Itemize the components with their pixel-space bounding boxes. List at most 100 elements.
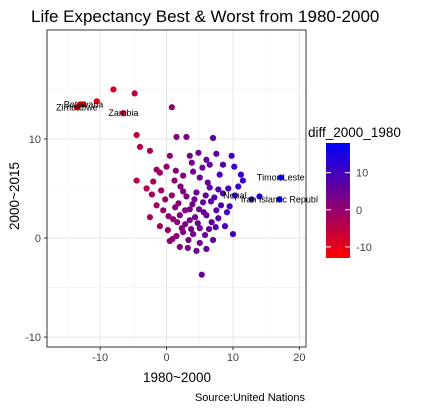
data-point bbox=[210, 237, 216, 243]
data-point bbox=[215, 186, 221, 192]
data-point bbox=[227, 203, 233, 209]
y-axis-title: 2000~2015 bbox=[7, 162, 22, 230]
data-point bbox=[165, 213, 171, 219]
data-point bbox=[197, 240, 203, 246]
data-point bbox=[110, 86, 116, 92]
data-point bbox=[188, 226, 194, 232]
data-point bbox=[235, 183, 241, 189]
x-tick-label: 0 bbox=[163, 352, 169, 364]
data-point bbox=[157, 170, 163, 176]
data-point bbox=[157, 223, 163, 229]
data-point bbox=[200, 199, 206, 205]
data-point bbox=[134, 132, 140, 138]
data-point bbox=[149, 191, 155, 197]
data-point bbox=[162, 196, 168, 202]
data-point bbox=[163, 164, 169, 170]
data-point bbox=[185, 245, 191, 251]
data-point bbox=[205, 179, 211, 185]
data-point bbox=[206, 226, 212, 232]
data-point bbox=[190, 169, 196, 175]
data-point bbox=[169, 236, 175, 242]
data-point bbox=[218, 202, 224, 208]
data-point bbox=[203, 192, 209, 198]
data-point bbox=[213, 151, 219, 157]
data-point bbox=[134, 177, 140, 183]
data-point bbox=[180, 173, 186, 179]
data-point bbox=[220, 162, 226, 168]
data-point bbox=[210, 135, 216, 141]
data-point bbox=[195, 150, 201, 156]
x-axis-ticks: -10 0 10 20 bbox=[92, 347, 305, 364]
data-point bbox=[179, 225, 185, 231]
data-point bbox=[172, 204, 178, 210]
data-point bbox=[167, 153, 173, 159]
data-point bbox=[183, 193, 189, 199]
data-point bbox=[187, 153, 193, 159]
legend-colorbar bbox=[326, 143, 350, 258]
data-point bbox=[192, 214, 198, 220]
data-point bbox=[173, 134, 179, 140]
data-point bbox=[199, 272, 205, 278]
data-point bbox=[238, 172, 244, 178]
data-point bbox=[177, 244, 183, 250]
data-point bbox=[137, 144, 143, 150]
data-point bbox=[144, 185, 150, 191]
data-point bbox=[183, 134, 189, 140]
point-label: Zimbabwe bbox=[56, 102, 98, 112]
legend: diff_2000_1980 10 0 -10 bbox=[308, 125, 401, 258]
data-point bbox=[173, 168, 179, 174]
data-point bbox=[203, 246, 209, 252]
data-point bbox=[147, 214, 153, 220]
legend-tick-label: 10 bbox=[356, 168, 368, 180]
point-label: Timor-Leste bbox=[257, 173, 305, 183]
legend-tick-label: -10 bbox=[356, 242, 372, 254]
data-point bbox=[160, 207, 166, 213]
legend-tick-label: 0 bbox=[356, 205, 362, 217]
data-point bbox=[182, 207, 188, 213]
data-point bbox=[240, 177, 246, 183]
data-point bbox=[209, 219, 215, 225]
data-point bbox=[213, 207, 219, 213]
data-point bbox=[231, 164, 237, 170]
data-point bbox=[165, 227, 171, 233]
data-point bbox=[169, 104, 175, 110]
y-tick-label: -10 bbox=[25, 332, 41, 344]
y-axis-ticks: -10 0 10 bbox=[25, 134, 47, 344]
data-point bbox=[224, 209, 230, 215]
data-point bbox=[177, 212, 183, 218]
data-point bbox=[185, 237, 191, 243]
data-point bbox=[193, 248, 199, 254]
data-point bbox=[217, 172, 223, 178]
data-point bbox=[201, 209, 207, 215]
data-point bbox=[132, 90, 138, 96]
data-point bbox=[189, 160, 195, 166]
y-tick-label: 0 bbox=[35, 233, 41, 245]
data-point bbox=[202, 232, 208, 238]
x-tick-label: 10 bbox=[227, 352, 239, 364]
data-point bbox=[177, 183, 183, 189]
data-point bbox=[229, 153, 235, 159]
data-point bbox=[213, 224, 219, 230]
chart-title: Life Expectancy Best & Worst from 1980-2… bbox=[31, 7, 379, 26]
data-point bbox=[153, 202, 159, 208]
data-point bbox=[215, 215, 221, 221]
data-point bbox=[191, 196, 197, 202]
data-point bbox=[158, 187, 164, 193]
data-point bbox=[150, 178, 156, 184]
data-point bbox=[174, 219, 180, 225]
data-point bbox=[147, 148, 153, 154]
data-point bbox=[207, 162, 213, 168]
x-axis-title: 1980~2000 bbox=[143, 370, 211, 385]
data-point bbox=[199, 165, 205, 171]
data-point bbox=[230, 231, 236, 237]
data-point bbox=[195, 220, 201, 226]
y-tick-label: 10 bbox=[29, 134, 41, 146]
caption: Source:United Nations bbox=[195, 392, 306, 404]
data-point bbox=[169, 192, 175, 198]
legend-title: diff_2000_1980 bbox=[308, 125, 401, 140]
data-point bbox=[222, 223, 228, 229]
data-point bbox=[187, 217, 193, 223]
data-point bbox=[193, 189, 199, 195]
data-point bbox=[211, 194, 217, 200]
